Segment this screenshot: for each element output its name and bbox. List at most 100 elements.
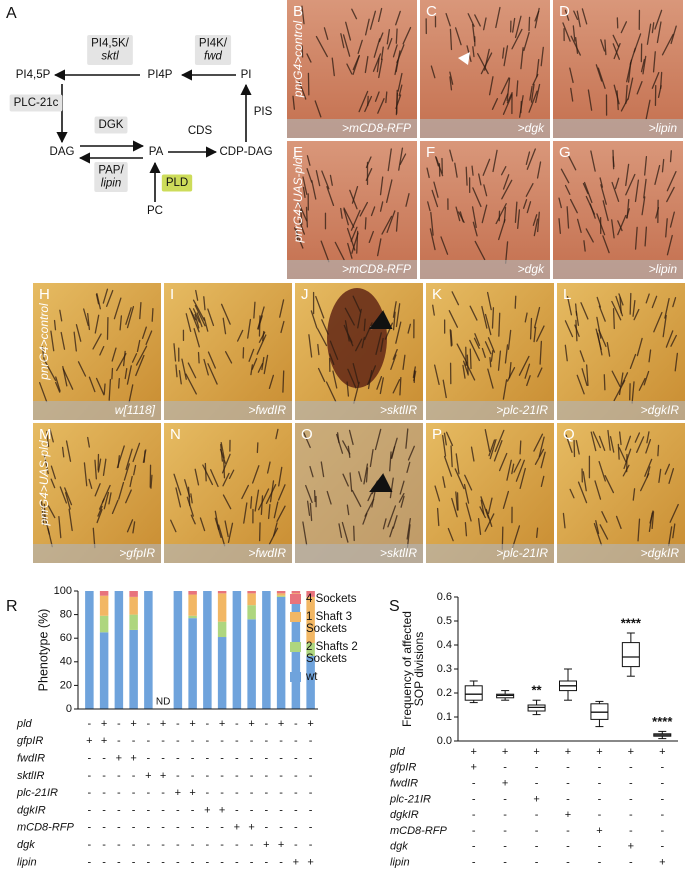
bristle [334, 241, 345, 261]
bar-segment [276, 596, 286, 709]
bristle [582, 182, 589, 195]
bristle [562, 22, 571, 42]
bristle [108, 378, 112, 401]
photo-panel: >plc-21IR K [426, 283, 554, 420]
bristle [632, 299, 636, 317]
bristle [325, 381, 337, 403]
bristle [377, 7, 383, 23]
genotype-sign: - [102, 787, 106, 799]
genotype-sign: - [294, 787, 298, 799]
genotype-sign: - [161, 753, 165, 765]
caption-bar [426, 544, 554, 563]
bristle [498, 452, 508, 472]
genotype-sign: + [628, 841, 634, 853]
photo-caption: >dgkIR [641, 546, 680, 560]
genotype-sign: - [206, 839, 210, 851]
bristle [280, 320, 285, 334]
bristle [50, 478, 56, 489]
genotype-label: dgkIR [390, 809, 419, 821]
bristle [372, 53, 382, 72]
genotype-label: pld [389, 746, 406, 758]
bristle [352, 362, 360, 385]
bar-segment [173, 591, 183, 709]
bristle [564, 344, 568, 362]
bristle [489, 356, 492, 368]
genotype-label: dgk [390, 841, 408, 853]
bristle [203, 358, 209, 376]
bristle [447, 527, 454, 542]
bristle [95, 293, 100, 305]
legend-swatch [290, 612, 301, 622]
bristle [665, 218, 668, 238]
bristle [128, 384, 134, 403]
bristle [566, 206, 570, 229]
bristle [569, 488, 575, 499]
genotype-sign: - [147, 856, 151, 868]
bristle [305, 206, 309, 228]
bristle [629, 292, 632, 315]
bar-segment [247, 591, 256, 594]
genotype-sign: + [116, 753, 122, 765]
bar-segment [144, 591, 153, 709]
bristle [387, 37, 393, 50]
genotype-sign: - [176, 839, 180, 851]
bristle [364, 55, 369, 74]
bristle [454, 27, 462, 46]
bristle [474, 333, 481, 346]
genotype-sign: - [535, 778, 539, 790]
bristle [434, 485, 441, 502]
bristle [503, 206, 507, 223]
bristle [596, 316, 602, 339]
bristle [519, 440, 522, 455]
bristle [75, 324, 82, 342]
bristle [646, 431, 650, 444]
genotype-sign: - [147, 787, 151, 799]
bristle [456, 343, 468, 364]
bristle [320, 461, 325, 478]
genotype-sign: - [88, 770, 92, 782]
genotype-sign: - [535, 825, 539, 837]
bristle [602, 235, 610, 254]
genotype-sign: - [294, 804, 298, 816]
genotype-sign: - [206, 770, 210, 782]
bristle [228, 469, 235, 480]
bristle [580, 302, 589, 320]
bristle [653, 311, 663, 333]
photo-letter: H [39, 286, 50, 303]
genotype-sign: - [102, 856, 106, 868]
bristle [248, 348, 255, 362]
bar-segment [99, 615, 109, 633]
bristle [343, 207, 355, 228]
genotype-label: lipin [390, 857, 410, 869]
genotype-sign: + [470, 762, 476, 774]
bristle [536, 161, 542, 179]
bristle [361, 336, 365, 349]
bristle [173, 473, 182, 496]
bristle [256, 334, 267, 355]
genotype-sign: + [628, 746, 634, 758]
bristle [398, 492, 405, 503]
bristle [406, 461, 411, 474]
bristle [596, 296, 602, 308]
bristle [340, 207, 343, 219]
bristle [204, 462, 207, 482]
bristle [454, 468, 465, 490]
bristle [55, 381, 61, 393]
bristle [273, 522, 278, 537]
bristle [574, 324, 580, 337]
genotype-sign: - [294, 735, 298, 747]
bristle [125, 448, 133, 471]
enzyme-box [94, 116, 128, 134]
photo-panel: >dgk C [420, 0, 550, 138]
bristle [392, 44, 398, 58]
bristle [251, 358, 258, 370]
bristle [317, 343, 320, 356]
bar-segment [217, 591, 227, 594]
bar-segment [276, 591, 286, 594]
bristle [402, 26, 412, 45]
bristle [636, 337, 643, 357]
bristle [196, 312, 203, 328]
photo-letter: B [293, 3, 303, 20]
bristle [666, 186, 675, 203]
bristle [504, 241, 509, 264]
